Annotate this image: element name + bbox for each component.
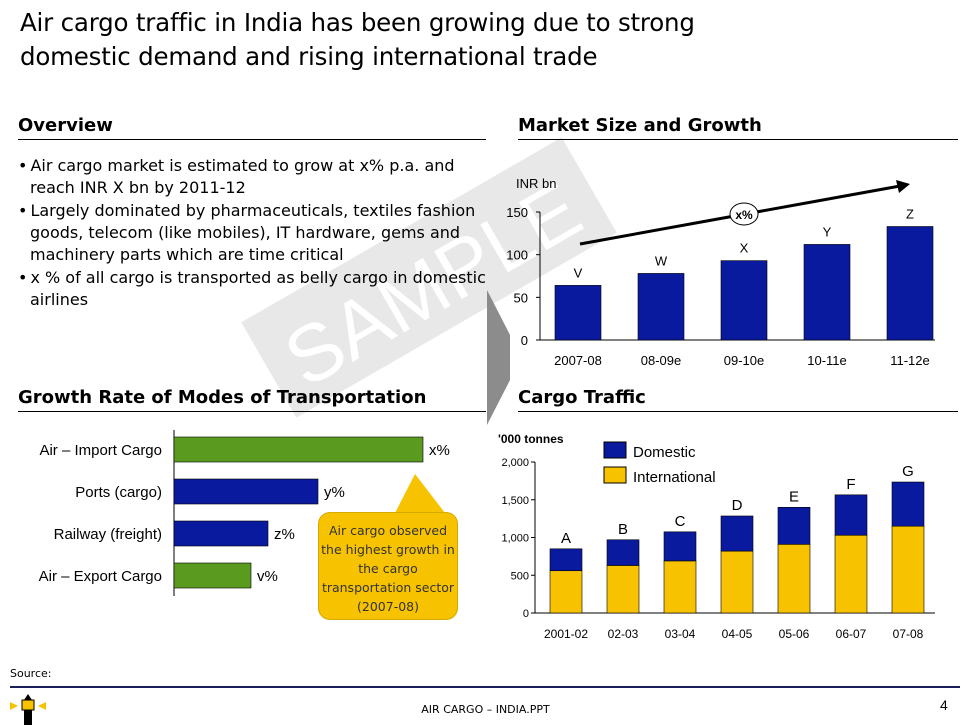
data-label: G xyxy=(902,463,914,480)
data-label: F xyxy=(846,476,855,493)
bar xyxy=(720,260,768,341)
bar xyxy=(637,273,685,341)
bar xyxy=(173,562,252,589)
x-tick-label: 2007-08 xyxy=(554,353,602,368)
x-tick-label: 08-09e xyxy=(641,353,681,368)
legend-swatch-international xyxy=(603,466,627,484)
x-tick-label: 2001-02 xyxy=(544,627,588,641)
bar xyxy=(803,244,851,341)
x-tick-label: 06-07 xyxy=(836,627,867,641)
cagr-badge xyxy=(729,202,759,226)
bar-domestic xyxy=(663,531,697,562)
data-label: Z xyxy=(906,207,914,222)
y-axis-label: '000 tonnes xyxy=(498,432,564,446)
y-tick-label: 500 xyxy=(511,570,529,582)
data-label: z% xyxy=(274,526,295,543)
y-tick-label: 1,000 xyxy=(501,533,529,545)
x-tick-label: 02-03 xyxy=(608,627,639,641)
data-label: X xyxy=(740,241,749,256)
y-tick-label: 0 xyxy=(523,608,529,620)
x-tick-label: 09-10e xyxy=(724,353,764,368)
bar xyxy=(173,436,424,463)
bar-domestic xyxy=(891,481,925,527)
data-label: x% xyxy=(429,442,450,459)
data-label: y% xyxy=(324,484,345,501)
page-number: 4 xyxy=(940,697,948,713)
y-tick-label: 100 xyxy=(506,248,528,263)
x-tick-label: 11-12e xyxy=(890,353,930,368)
bar-international xyxy=(834,534,868,614)
x-tick-label: 04-05 xyxy=(722,627,753,641)
bar xyxy=(554,285,602,341)
category-label: Ports (cargo) xyxy=(75,484,162,501)
bullet: Largely dominated by pharmaceuticals, te… xyxy=(18,200,488,266)
bar-domestic xyxy=(777,506,811,545)
footer-filename: AIR CARGO – INDIA.PPT xyxy=(421,703,550,716)
market-heading: Market Size and Growth xyxy=(518,115,958,140)
y-tick-label: 2,000 xyxy=(501,457,529,469)
bar-international xyxy=(777,543,811,614)
bar-international xyxy=(606,565,640,614)
bullet: x % of all cargo is transported as belly… xyxy=(18,267,488,311)
overview-heading: Overview xyxy=(18,115,486,140)
data-label: C xyxy=(675,513,686,530)
cargo-heading: Cargo Traffic xyxy=(518,387,958,412)
data-label: Y xyxy=(823,224,832,239)
category-label: Air – Import Cargo xyxy=(39,442,162,459)
data-label: A xyxy=(561,530,571,547)
bar-domestic xyxy=(834,494,868,536)
bar-international xyxy=(891,525,925,614)
arrowhead-icon xyxy=(896,180,910,193)
growth-heading: Growth Rate of Modes of Transportation xyxy=(18,387,486,412)
legend-label-domestic: Domestic xyxy=(633,444,696,461)
bar xyxy=(886,226,934,341)
bar-international xyxy=(663,560,697,614)
bar-international xyxy=(549,570,583,614)
y-tick-label: 50 xyxy=(514,290,528,305)
bullet: Air cargo market is estimated to grow at… xyxy=(18,155,488,199)
bar-international xyxy=(720,550,754,614)
y-tick-label: 150 xyxy=(506,205,528,220)
data-label: D xyxy=(732,497,743,514)
bar-domestic xyxy=(606,539,640,566)
data-label: V xyxy=(574,265,583,280)
category-label: Railway (freight) xyxy=(54,526,162,543)
data-label: v% xyxy=(257,568,278,585)
lighthouse-logo-icon xyxy=(10,694,46,725)
footer-divider xyxy=(10,686,960,688)
data-label: E xyxy=(789,488,799,505)
x-tick-label: 05-06 xyxy=(779,627,810,641)
page-title: Air cargo traffic in India has been grow… xyxy=(20,8,695,71)
chevron-arrow-icon xyxy=(487,290,510,425)
legend-swatch-domestic xyxy=(603,441,627,459)
x-tick-label: 03-04 xyxy=(665,627,696,641)
y-axis-label: INR bn xyxy=(516,176,556,191)
category-label: Air – Export Cargo xyxy=(39,568,162,585)
x-tick-label: 10-11e xyxy=(807,353,847,368)
y-tick-label: 1,500 xyxy=(501,495,529,507)
data-label: W xyxy=(655,253,668,268)
data-label: B xyxy=(618,521,628,538)
source-note: Source: xyxy=(10,667,52,680)
x-tick-label: 07-08 xyxy=(893,627,924,641)
callout: Air cargo observed the highest growth in… xyxy=(318,512,458,620)
cagr-label: x% xyxy=(735,208,753,222)
bar-domestic xyxy=(720,515,754,552)
bar xyxy=(173,478,319,505)
bar xyxy=(173,520,269,547)
overview-bullets: Air cargo market is estimated to grow at… xyxy=(18,155,488,312)
y-tick-label: 0 xyxy=(521,333,528,348)
bar-domestic xyxy=(549,548,583,572)
legend-label-international: International xyxy=(633,469,716,486)
